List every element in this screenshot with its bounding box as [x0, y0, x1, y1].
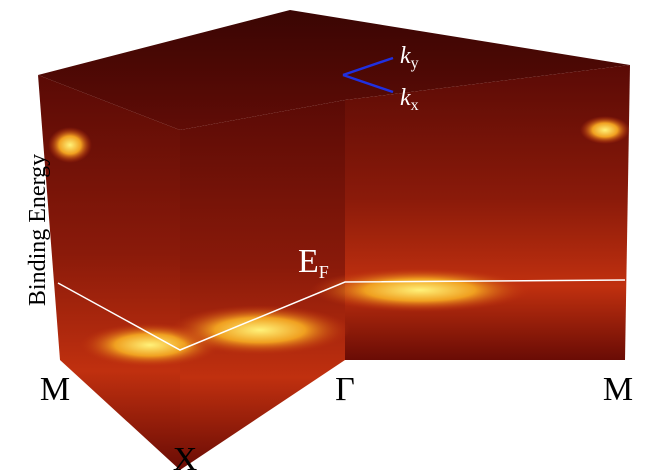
kx-sub: x [411, 97, 419, 114]
kx-main: k [400, 85, 411, 111]
figure: Binding Energy EF M Γ M X ky kx [0, 0, 645, 476]
fermi-main: E [298, 243, 319, 280]
band [310, 268, 530, 312]
hotspot [48, 127, 92, 163]
fermi-sub: F [319, 262, 329, 282]
band [170, 305, 350, 355]
ky-main: k [400, 43, 411, 69]
right-face [345, 65, 630, 360]
ky-sub: y [411, 55, 419, 72]
point-label: Γ [335, 371, 355, 408]
axis-label: Binding Energy [25, 154, 51, 306]
point-label: M [603, 371, 633, 408]
point-label: X [173, 441, 198, 476]
cube [38, 10, 630, 470]
hotspot [580, 116, 630, 144]
point-label: M [40, 371, 70, 408]
